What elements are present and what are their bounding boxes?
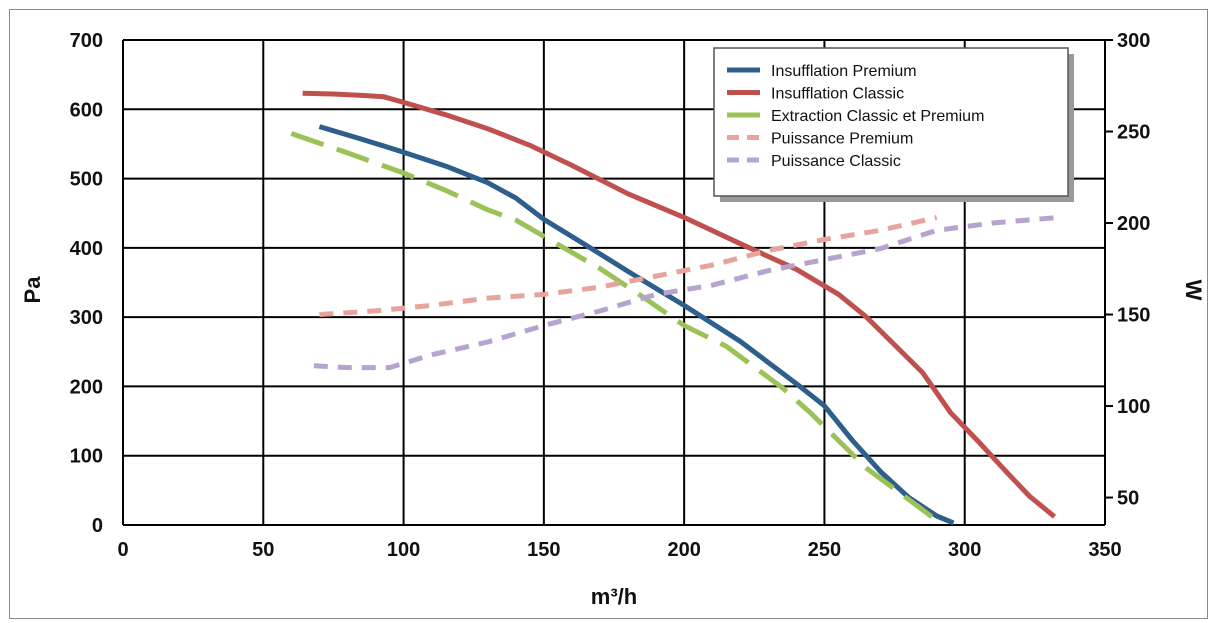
y-tick-label: 300 (70, 307, 103, 329)
x-tick-label: 200 (667, 539, 700, 561)
series-line (318, 124, 955, 526)
x-tick-label: 150 (527, 539, 560, 561)
series-lines (290, 90, 1058, 527)
y-tick-label: 500 (70, 169, 103, 191)
legend-items: Insufflation Premium Insufflation Classic… (727, 63, 984, 170)
y-tick-label: 600 (70, 99, 103, 121)
series-line (313, 215, 1058, 371)
legend: Insufflation Premium Insufflation Classic… (713, 47, 1074, 202)
axes (1105, 39, 1113, 499)
legend-label: Puissance Premium (771, 131, 913, 148)
y2-axis-title: W (1181, 280, 1206, 301)
x-tick-label: 100 (387, 539, 420, 561)
y-tick-label: 200 (70, 376, 103, 398)
x-tick-label: 350 (1088, 539, 1121, 561)
y2-tick-label: 300 (1117, 30, 1150, 52)
x-axis-title: m³/h (591, 584, 637, 609)
x-tick-label: 50 (252, 539, 274, 561)
y2-tick-label: 200 (1117, 213, 1150, 235)
y-axis-title: Pa (20, 276, 45, 304)
x-tick-label: 300 (948, 539, 981, 561)
tick-labels: 0 50 100 150 200 250 300 350 0 100 200 300 400 500 600… (70, 30, 1151, 561)
y2-tick-label: 250 (1117, 122, 1150, 144)
y-tick-label: 0 (92, 515, 103, 537)
legend-label: Extraction Classic et Premium (771, 108, 984, 125)
y-tick-label: 700 (70, 30, 103, 52)
y-tick-label: 400 (70, 238, 103, 260)
y2-tick-label: 100 (1117, 396, 1150, 418)
legend-label: Insufflation Premium (771, 63, 917, 80)
grid (122, 39, 1106, 526)
y2-tick-label: 50 (1117, 488, 1139, 510)
x-tick-label: 0 (117, 539, 128, 561)
y-tick-label: 100 (70, 446, 103, 468)
legend-label: Insufflation Classic (771, 86, 904, 103)
x-tick-label: 250 (808, 539, 841, 561)
series-line (290, 131, 944, 527)
legend-label: Puissance Classic (771, 153, 901, 170)
series-line (302, 90, 1057, 519)
legend-box (713, 47, 1069, 197)
series-line (319, 215, 938, 317)
y2-tick-label: 150 (1117, 305, 1150, 327)
